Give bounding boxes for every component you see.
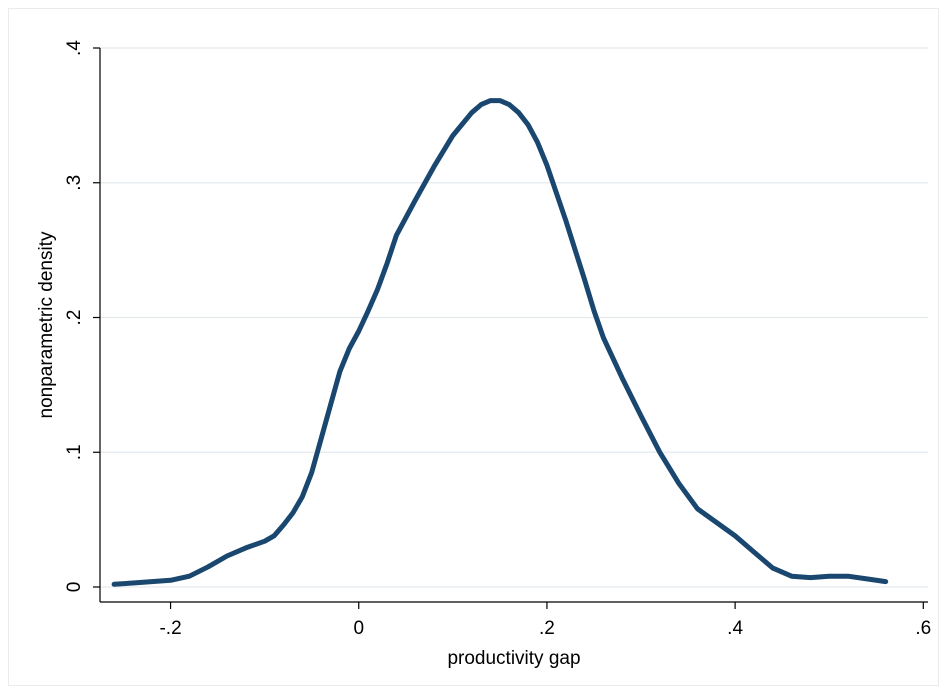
x-tick-label: .6 xyxy=(915,618,931,639)
y-tick-label: 0 xyxy=(64,582,85,593)
grid-lines xyxy=(100,47,928,588)
x-tick-label: .4 xyxy=(727,618,743,639)
y-tick-label: .1 xyxy=(64,444,85,460)
x-axis-title: productivity gap xyxy=(447,648,580,669)
series xyxy=(111,98,889,587)
y-axis-title: nonparametric density xyxy=(36,231,57,418)
x-tick-label: 0 xyxy=(353,618,364,639)
x-tick-label: -.2 xyxy=(159,618,181,639)
y-tick-label: .4 xyxy=(64,40,85,56)
x-tick-label: .2 xyxy=(539,618,555,639)
axes xyxy=(99,48,928,603)
y-tick-label: .3 xyxy=(64,175,85,191)
y-tick-label: .2 xyxy=(64,310,85,326)
tick-marks: 0 .1 .2 .3 .4 -.2 0 .2 .4 .6 xyxy=(64,40,931,639)
density-curve xyxy=(111,98,889,587)
